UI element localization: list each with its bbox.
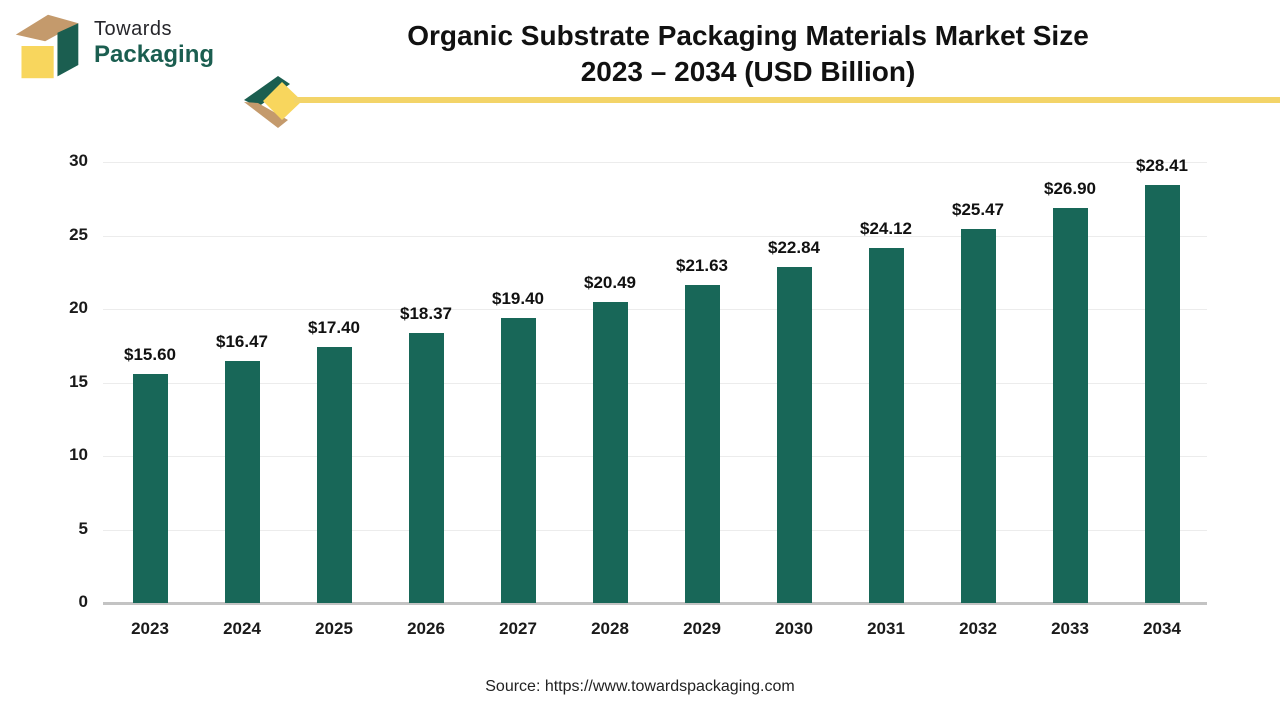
source-text: Source: https://www.towardspackaging.com [485,678,795,695]
bar-2030 [776,267,812,603]
title-underline [294,97,1280,103]
gridline-20 [103,309,1207,310]
bar-2032 [960,228,996,603]
x-tick-label-2027: 2027 [499,619,537,638]
bar-2026 [408,332,444,603]
bar-2023 [132,373,168,603]
bar-2027 [500,317,536,603]
gridline-25 [103,235,1207,237]
bar-2029 [684,285,720,603]
x-axis-line [103,602,1207,605]
y-tick-label-10: 10 [69,445,88,464]
gridline-30 [103,162,1207,163]
bar-value-label-2032: $25.47 [952,199,1004,219]
x-tick-label-2023: 2023 [131,619,169,638]
arrow-ornament-icon [244,76,302,128]
bar-value-label-2029: $21.63 [676,256,728,276]
bar-value-label-2028: $20.49 [584,272,636,292]
bar-2034 [1144,185,1180,603]
y-tick-label-0: 0 [78,592,88,611]
x-tick-label-2033: 2033 [1051,619,1089,638]
x-tick-label-2032: 2032 [959,619,997,638]
logo-text-towards: Towards [94,18,172,40]
bar-value-label-2024: $16.47 [216,331,268,351]
y-tick-label-5: 5 [78,518,88,538]
x-tick-label-2029: 2029 [683,619,721,638]
x-tick-label-2025: 2025 [315,619,353,638]
page-title: Organic Substrate Packaging Materials Ma… [240,18,1256,90]
title-line-1: Organic Substrate Packaging Materials Ma… [407,20,1089,51]
bar-2033 [1052,207,1088,603]
title-line-2: 2023 – 2034 (USD Billion) [580,56,916,87]
x-tick-label-2034: 2034 [1143,619,1181,638]
bar-2031 [868,248,904,603]
box-logo-icon [15,14,79,79]
y-tick-label-15: 15 [69,371,88,391]
x-tick-label-2028: 2028 [591,619,629,638]
bar-value-label-2034: $28.41 [1136,156,1188,176]
y-tick-label-30: 30 [69,151,88,170]
bar-2028 [592,301,628,603]
gridline-10 [103,456,1207,457]
bar-value-label-2027: $19.40 [492,288,544,308]
logo-text: Towards Packaging [94,18,214,69]
y-tick-label-25: 25 [69,224,88,244]
towards-packaging-logo: Towards Packaging [12,10,214,82]
bar-2024 [224,360,260,603]
x-tick-label-2031: 2031 [867,619,905,638]
bar-value-label-2033: $26.90 [1044,178,1096,198]
bar-value-label-2023: $15.60 [124,344,176,364]
x-tick-label-2030: 2030 [775,619,813,638]
x-tick-label-2024: 2024 [223,619,261,638]
x-tick-label-2026: 2026 [407,619,445,638]
bar-value-label-2031: $24.12 [860,219,912,239]
bar-2025 [316,347,352,603]
gridline-15 [103,382,1207,384]
bar-value-label-2030: $22.84 [768,238,820,258]
logo-text-packaging: Packaging [94,41,215,68]
bar-value-label-2025: $17.40 [308,318,360,338]
y-tick-label-20: 20 [69,298,88,317]
bar-value-label-2026: $18.37 [400,303,452,323]
gridline-5 [103,529,1207,531]
